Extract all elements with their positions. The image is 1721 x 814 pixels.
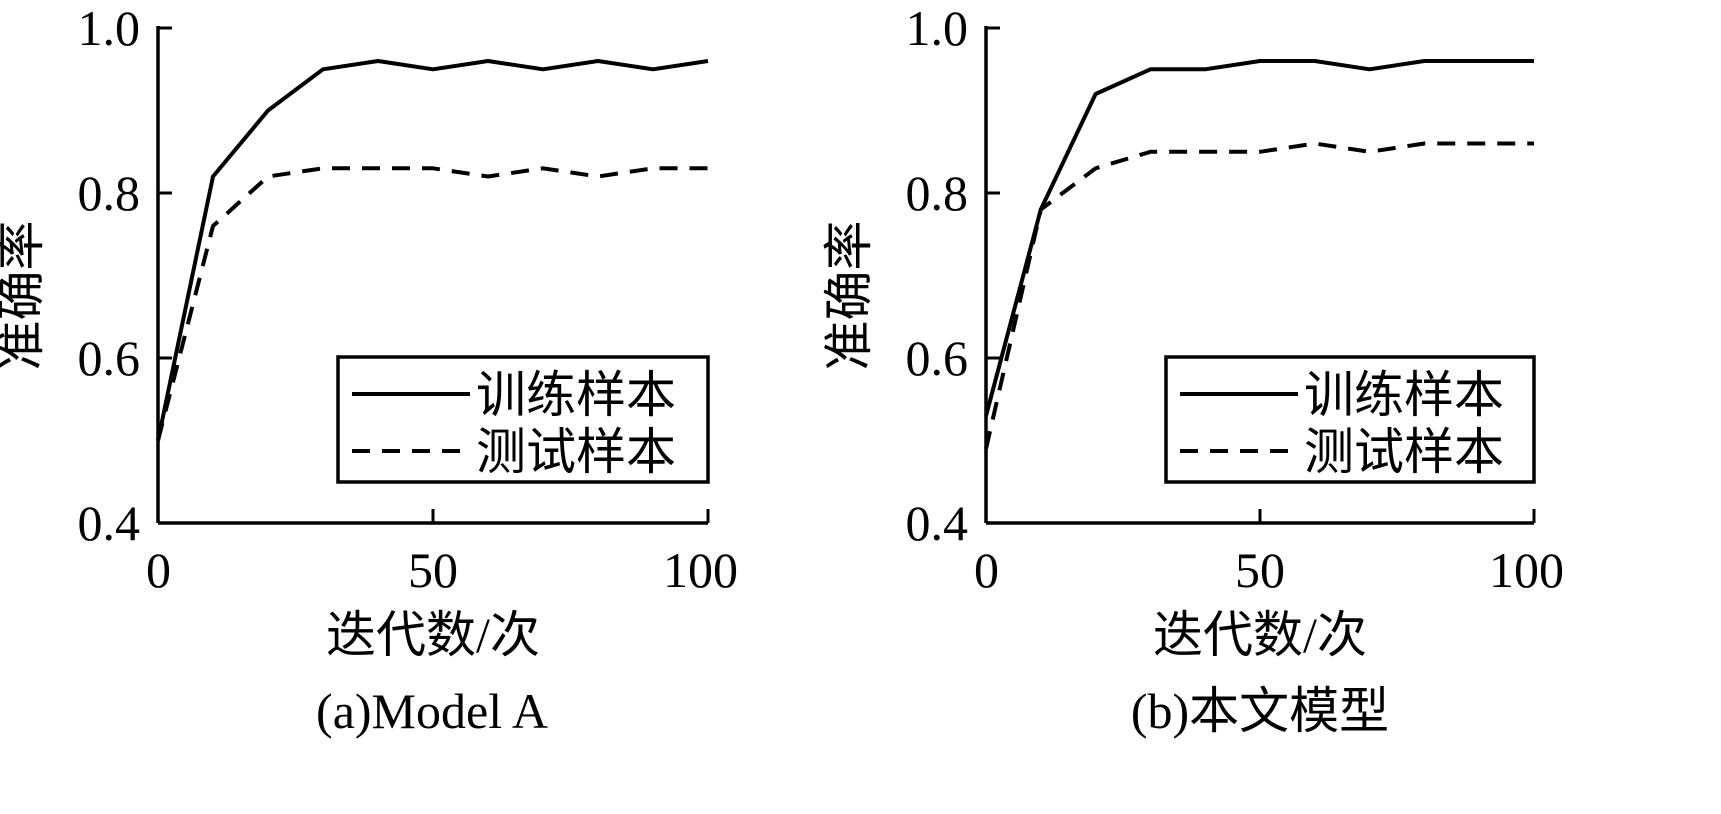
legend-label: 测试样本 [1304,424,1504,480]
x-tick-label: 100 [663,542,738,598]
x-tick-label: 0 [146,542,171,598]
series-line-test [984,141,1534,450]
y-tick-label: 0.8 [78,165,141,221]
legend-label: 测试样本 [476,424,676,480]
legend-box [336,355,710,484]
x-tick-label: 50 [408,542,458,598]
legend-box [1164,355,1536,484]
x-tick-label: 50 [1235,542,1285,598]
x-tick-label: 0 [974,542,999,598]
y-tick-label: 0.6 [906,330,969,386]
y-tick-label: 0.6 [78,330,141,386]
series-line-train [156,59,709,441]
x-tick-label: 100 [1489,542,1564,598]
panel-caption: (b)本文模型 [1131,683,1389,739]
panel-caption: (a)Model A [316,683,548,739]
x-axis-title: 迭代数/次 [326,607,540,663]
legend-label: 训练样本 [476,367,676,423]
y-axis-title: 准确率 [0,221,49,371]
y-tick-label: 1.0 [906,0,969,56]
series-line-train [984,59,1534,417]
y-tick-label: 0.8 [906,165,969,221]
legend-label: 训练样本 [1304,367,1504,423]
y-axis-title: 准确率 [821,221,877,371]
y-tick-label: 0.4 [906,495,969,551]
x-axis-title: 迭代数/次 [1153,607,1367,663]
y-tick-label: 0.4 [78,495,141,551]
y-tick-label: 1.0 [78,0,141,56]
series-line-test [156,166,708,441]
